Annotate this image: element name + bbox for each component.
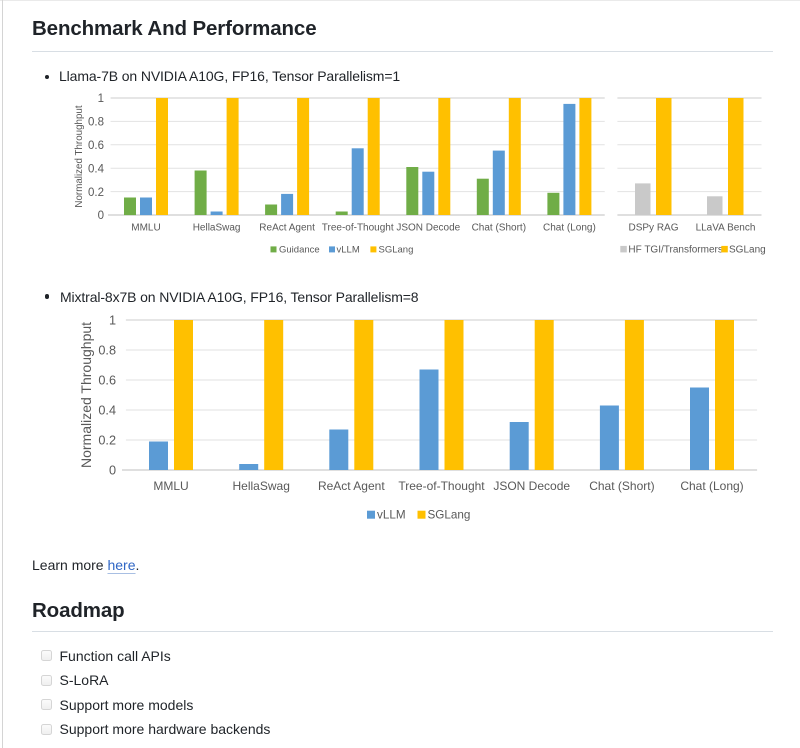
svg-text:0.2: 0.2 <box>98 434 116 448</box>
svg-text:SGLang: SGLang <box>428 509 471 522</box>
svg-text:Chat (Long): Chat (Long) <box>680 479 743 493</box>
svg-text:HF TGI/Transformers: HF TGI/Transformers <box>628 245 722 256</box>
svg-text:vLLM: vLLM <box>377 509 406 522</box>
svg-text:ReAct Agent: ReAct Agent <box>259 223 315 234</box>
svg-text:1: 1 <box>109 314 116 328</box>
svg-text:Normalized Throughput: Normalized Throughput <box>78 322 94 468</box>
svg-text:Chat (Short): Chat (Short) <box>472 223 526 234</box>
svg-text:LLaVA Bench: LLaVA Bench <box>696 223 756 234</box>
svg-text:SGLang: SGLang <box>729 245 766 256</box>
svg-text:DSPy RAG: DSPy RAG <box>628 223 678 234</box>
svg-text:0: 0 <box>98 210 104 222</box>
svg-text:0.6: 0.6 <box>98 374 116 388</box>
svg-text:Tree-of-Thought: Tree-of-Thought <box>322 223 394 234</box>
svg-text:0.8: 0.8 <box>88 117 104 129</box>
svg-text:SGLang: SGLang <box>379 245 414 256</box>
svg-text:Normalized Throughput: Normalized Throughput <box>74 105 85 207</box>
svg-text:JSON Decode: JSON Decode <box>493 479 570 493</box>
svg-text:vLLM: vLLM <box>337 245 360 256</box>
svg-text:ReAct Agent: ReAct Agent <box>318 479 385 493</box>
svg-text:1: 1 <box>98 93 104 105</box>
svg-text:Tree-of-Thought: Tree-of-Thought <box>398 479 485 493</box>
svg-text:MMLU: MMLU <box>131 223 160 234</box>
svg-text:0.2: 0.2 <box>88 187 104 199</box>
svg-text:0.4: 0.4 <box>88 163 105 175</box>
svg-text:Chat (Short): Chat (Short) <box>589 479 654 493</box>
svg-text:Guidance: Guidance <box>279 245 320 256</box>
svg-text:HellaSwag: HellaSwag <box>233 479 290 493</box>
svg-text:Chat (Long): Chat (Long) <box>543 223 596 234</box>
svg-text:HellaSwag: HellaSwag <box>193 223 241 234</box>
svg-text:JSON Decode: JSON Decode <box>396 223 460 234</box>
svg-text:0.4: 0.4 <box>98 404 116 418</box>
svg-text:0.8: 0.8 <box>98 344 116 358</box>
svg-text:0: 0 <box>109 464 116 478</box>
svg-text:0.6: 0.6 <box>88 140 104 152</box>
svg-text:MMLU: MMLU <box>153 479 188 493</box>
